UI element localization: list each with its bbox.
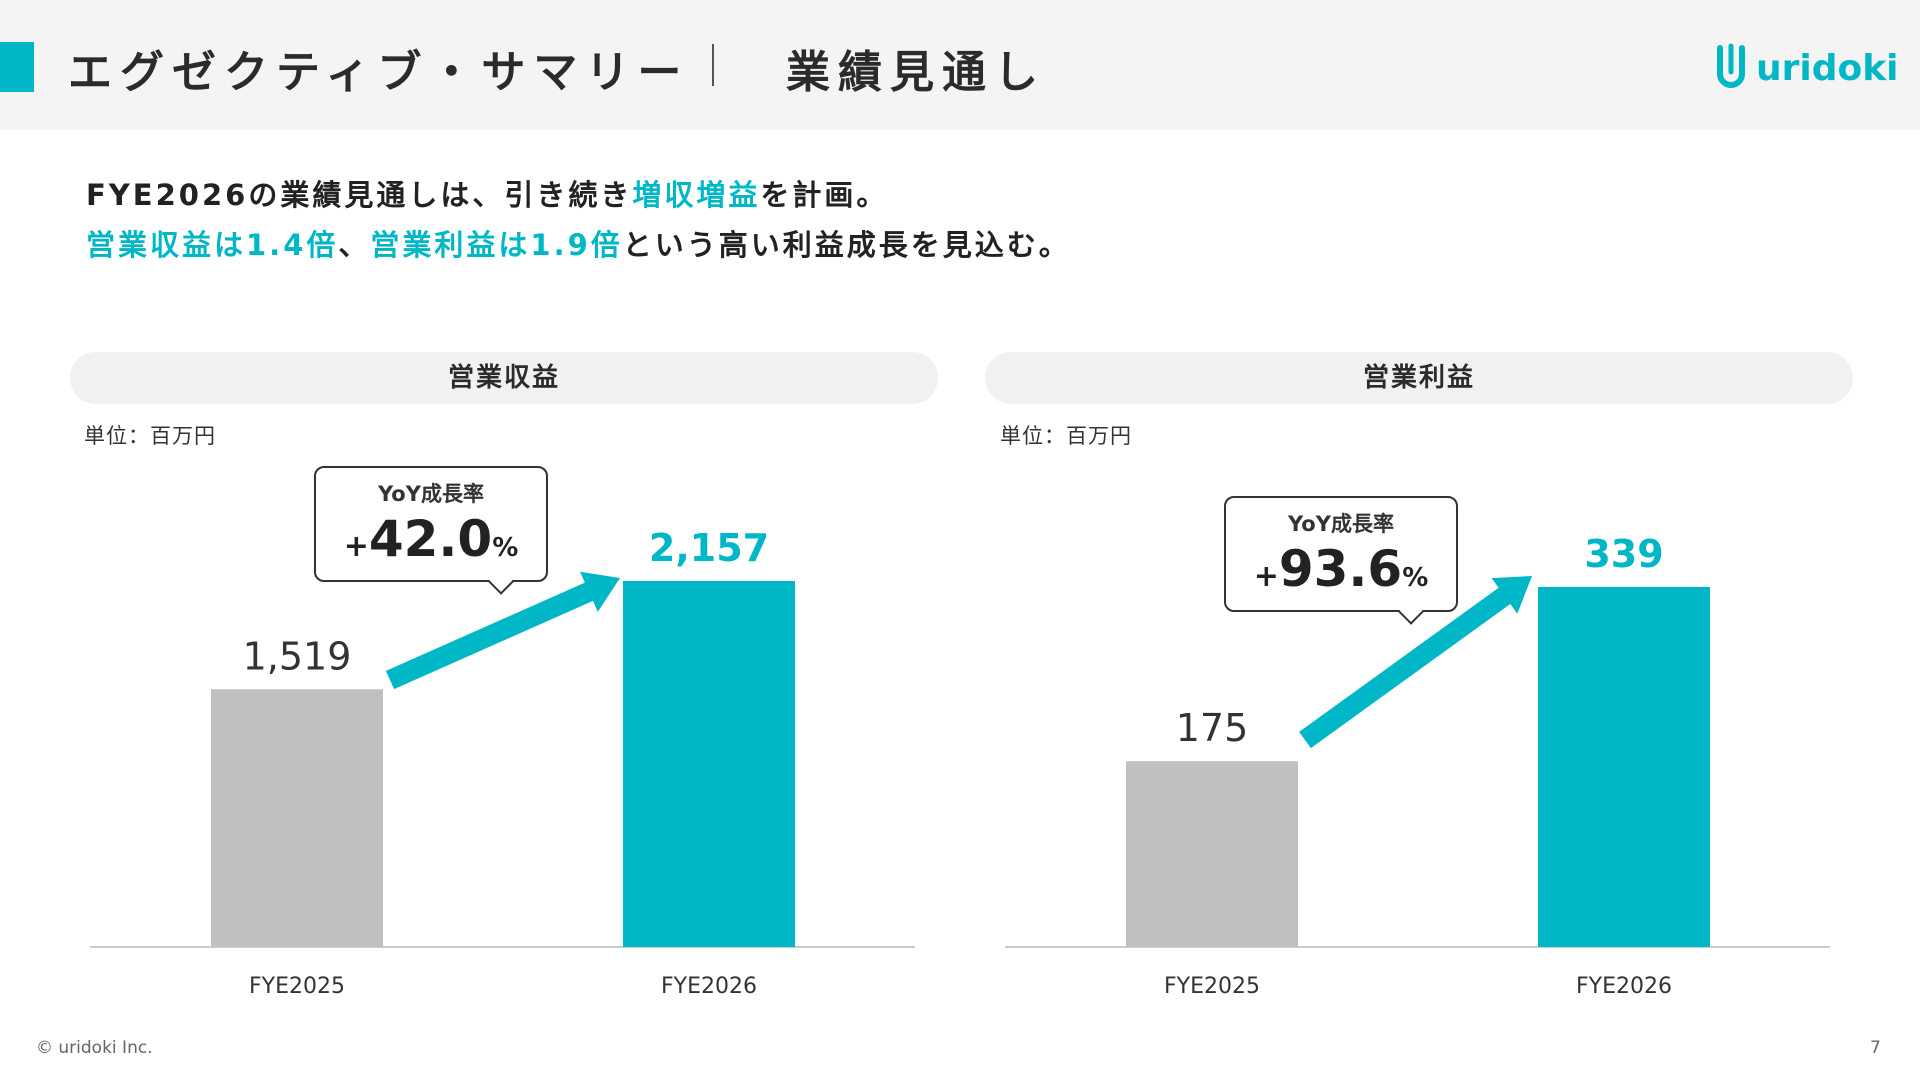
yoy-sign: +	[1253, 559, 1279, 594]
yoy-label: YoY成長率	[1288, 512, 1394, 536]
lead-text: を計画。	[760, 178, 889, 212]
chart-title-operating-profit: 営業利益	[985, 352, 1853, 404]
lead-highlight: 営業収益は1.4倍	[86, 228, 339, 262]
x-tick-label: FYE2025	[1164, 974, 1260, 999]
yoy-percent: %	[492, 533, 519, 563]
bar-value-label: 2,157	[649, 526, 769, 570]
bar-fye2026	[1538, 587, 1710, 947]
page-number: 7	[1870, 1038, 1881, 1058]
lead-text: FYE2026の業績見通しは、引き続き	[86, 178, 633, 212]
bar-fye2025	[211, 689, 383, 947]
logo-mark-icon	[1717, 43, 1745, 88]
bar-value-label: 339	[1584, 532, 1663, 576]
growth-arrow-icon	[385, 571, 620, 690]
yoy-sign: +	[343, 529, 369, 564]
chart-title-revenue: 営業収益	[70, 352, 938, 404]
lead-text: 、	[338, 228, 371, 262]
section-title: エグゼクティブ・サマリー	[68, 47, 690, 98]
x-tick-label: FYE2026	[661, 974, 757, 999]
bar-value-label: 175	[1176, 706, 1249, 750]
yoy-number: 93.6	[1278, 540, 1403, 598]
yoy-value: +42.0%	[316, 510, 546, 568]
x-tick-label: FYE2026	[1576, 974, 1672, 999]
logo-text: uridoki	[1756, 47, 1899, 89]
bar-fye2026	[623, 581, 795, 947]
x-tick-label: FYE2025	[249, 974, 345, 999]
page-title: 業績見通し	[786, 47, 1046, 98]
lead-line-1: FYE2026の業績見通しは、引き続き増収増益を計画。	[86, 172, 888, 214]
yoy-percent: %	[1402, 563, 1429, 593]
header-accent-bar	[0, 42, 34, 92]
yoy-callout-operating-profit: YoY成長率 +93.6%	[1224, 496, 1458, 625]
copyright: © uridoki Inc.	[36, 1038, 153, 1058]
uridoki-logo: uridoki	[1712, 42, 1899, 94]
slide-header: エグゼクティブ・サマリー 業績見通し uridoki	[0, 0, 1920, 130]
lead-text: という高い利益成長を見込む。	[622, 228, 1071, 262]
bar-value-label: 1,519	[243, 634, 352, 678]
unit-label-operating-profit: 単位：百万円	[1000, 424, 1132, 448]
unit-label-revenue: 単位：百万円	[84, 424, 216, 448]
lead-highlight: 増収増益	[632, 178, 761, 212]
lead-highlight: 営業利益は1.9倍	[370, 228, 623, 262]
growth-arrow-icon	[1299, 576, 1532, 749]
bar-fye2025	[1126, 761, 1298, 947]
lead-line-2: 営業収益は1.4倍、営業利益は1.9倍という高い利益成長を見込む。	[86, 222, 1071, 264]
yoy-label: YoY成長率	[378, 482, 484, 506]
yoy-number: 42.0	[368, 510, 493, 568]
yoy-value: +93.6%	[1226, 540, 1456, 598]
yoy-callout-revenue: YoY成長率 +42.0%	[314, 466, 548, 595]
header-divider	[712, 44, 714, 86]
